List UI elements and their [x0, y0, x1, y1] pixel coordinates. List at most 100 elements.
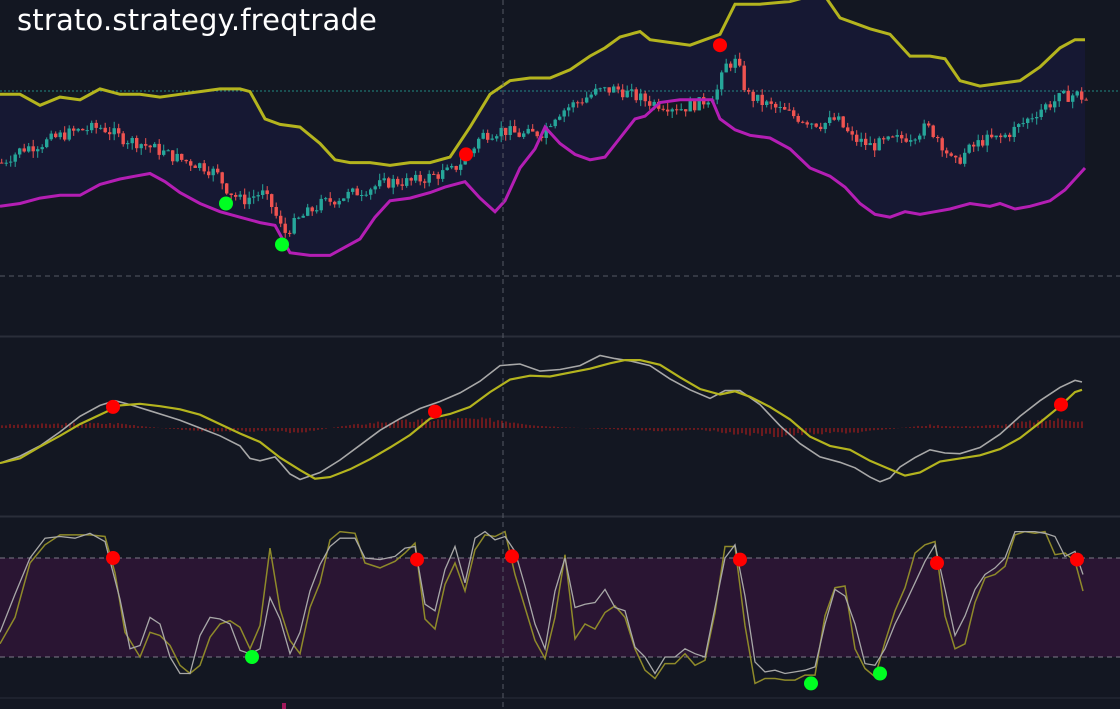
candle-down [999, 135, 1003, 138]
macd-panel[interactable] [0, 354, 1083, 483]
sell-signal-marker[interactable] [713, 38, 727, 53]
candle-up [166, 150, 170, 152]
candle-up [112, 128, 116, 135]
buy-signal-marker[interactable] [219, 196, 233, 211]
candle-up [45, 139, 49, 148]
candle-down [310, 207, 314, 212]
candle-up [319, 198, 323, 211]
candle-down [769, 101, 773, 104]
candle-down [225, 183, 229, 194]
candle-up [261, 190, 265, 195]
candle-down [202, 163, 206, 172]
candle-up [1044, 104, 1048, 110]
candle-up [639, 93, 643, 101]
sell-signal-marker[interactable] [733, 552, 747, 567]
candle-down [31, 146, 35, 152]
sell-signal-marker[interactable] [106, 551, 120, 565]
candle-up [499, 127, 503, 137]
candle-up [913, 139, 917, 141]
candle-down [229, 193, 233, 195]
candle-up [130, 138, 134, 144]
candle-up [391, 178, 395, 188]
candle-down [616, 86, 620, 90]
stochastic-d-line [0, 530, 1084, 685]
sell-signal-marker[interactable] [1054, 397, 1068, 412]
candle-up [256, 195, 260, 197]
candle-up [40, 147, 44, 150]
candle-down [904, 138, 908, 142]
candle-up [724, 63, 728, 73]
sell-signal-marker[interactable] [459, 147, 473, 162]
candle-down [454, 166, 458, 170]
candle-down [832, 117, 836, 120]
candle-up [238, 194, 242, 197]
candle-down [1066, 90, 1070, 102]
candle-down [432, 173, 436, 175]
candle-down [760, 94, 764, 105]
candle-down [814, 123, 818, 127]
candle-up [522, 133, 526, 137]
candle-down [945, 150, 949, 154]
candle-up [823, 123, 827, 130]
candle-down [729, 63, 733, 68]
buy-signal-marker[interactable] [873, 666, 887, 681]
candle-down [333, 201, 337, 205]
sell-signal-marker[interactable] [410, 552, 424, 567]
candle-down [274, 207, 278, 216]
candle-down [661, 108, 665, 110]
candle-up [652, 101, 656, 106]
candle-up [198, 163, 202, 168]
buy-signal-marker[interactable] [804, 676, 818, 691]
stochastic-panel[interactable] [0, 530, 1120, 691]
price-panel[interactable] [0, 0, 1120, 277]
candle-up [67, 128, 71, 140]
candle-up [670, 109, 674, 112]
candle-down [958, 157, 962, 164]
candle-down [328, 198, 332, 202]
candle-up [49, 133, 53, 140]
candle-down [949, 153, 953, 156]
candle-down [72, 128, 76, 131]
candle-down [157, 143, 161, 155]
candle-down [513, 126, 517, 133]
candle-down [792, 110, 796, 117]
candle-up [967, 144, 971, 153]
sell-signal-marker[interactable] [1070, 552, 1084, 567]
buy-signal-marker[interactable] [245, 650, 259, 664]
candle-up [733, 58, 737, 68]
candle-down [643, 93, 647, 102]
candle-down [418, 174, 422, 182]
sell-signal-marker[interactable] [428, 404, 442, 419]
candle-down [954, 155, 958, 158]
candle-up [85, 130, 89, 132]
candle-down [193, 165, 197, 168]
buy-signal-marker[interactable] [275, 237, 289, 252]
candle-up [99, 127, 103, 129]
sell-signal-marker[interactable] [505, 549, 519, 564]
candle-down [184, 159, 188, 162]
candle-down [54, 133, 58, 138]
candle-up [324, 198, 328, 200]
candle-down [265, 190, 269, 195]
candle-up [1017, 124, 1021, 127]
candle-down [243, 194, 247, 205]
candle-up [679, 109, 683, 111]
candle-down [400, 184, 404, 186]
candle-up [445, 167, 449, 171]
candle-down [436, 174, 440, 179]
candle-down [504, 127, 508, 135]
candle-down [873, 143, 877, 151]
candle-up [1012, 126, 1016, 137]
candle-up [441, 170, 445, 179]
candle-down [580, 102, 584, 104]
candle-up [1039, 109, 1043, 117]
candle-down [409, 178, 413, 181]
sell-signal-marker[interactable] [106, 399, 120, 414]
candle-down [747, 90, 751, 92]
candle-down [396, 178, 400, 185]
candle-down [283, 223, 287, 233]
candle-up [414, 174, 418, 181]
sell-signal-marker[interactable] [930, 556, 944, 570]
candle-up [715, 89, 719, 100]
